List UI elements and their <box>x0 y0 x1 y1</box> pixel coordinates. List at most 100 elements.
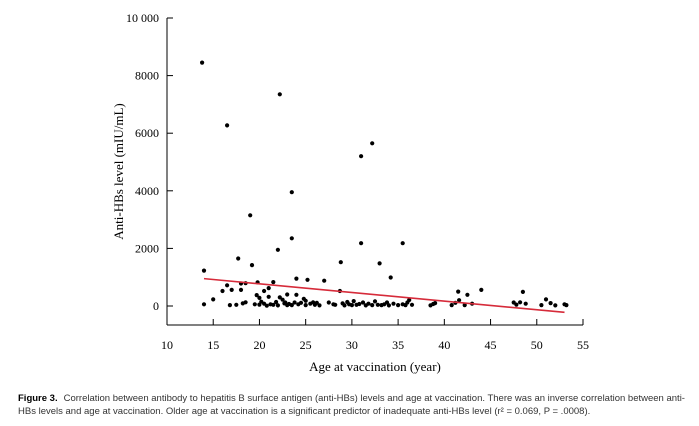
data-point <box>254 293 259 298</box>
caption-label: Figure 3. <box>18 393 58 404</box>
data-point <box>564 303 569 308</box>
data-point <box>543 297 549 302</box>
data-point <box>386 303 391 308</box>
data-point <box>514 302 519 307</box>
data-point <box>409 302 415 307</box>
data-point <box>200 60 205 65</box>
x-tick-label: 30 <box>346 338 358 352</box>
data-point <box>366 301 371 306</box>
data-point <box>456 289 461 294</box>
data-point <box>298 300 304 305</box>
y-tick-label: 0 <box>153 299 159 313</box>
data-point <box>553 303 558 308</box>
x-tick-label: 15 <box>207 338 219 352</box>
y-tick-label: 10 000 <box>126 11 159 25</box>
figure-caption: Figure 3. Correlation between antibody to… <box>18 392 688 418</box>
data-point <box>252 302 257 307</box>
y-axis-title: Anti-HBs level (mIU/mL) <box>111 103 126 239</box>
axes: 0 2000 4000 6000 8000 10 000 10 15 20 25 30 35 40 45 5… <box>126 11 589 352</box>
data-point <box>249 263 255 268</box>
data-point <box>375 302 380 307</box>
data-point <box>370 303 375 308</box>
x-tick-label: 45 <box>485 338 497 352</box>
data-point <box>433 301 438 306</box>
x-tick-label: 50 <box>531 338 543 352</box>
y-tick-label: 4000 <box>135 184 159 198</box>
data-point <box>349 303 354 308</box>
data-point <box>359 241 364 246</box>
x-axis-title: Age at vaccination (year) <box>309 359 441 374</box>
data-point <box>360 300 366 305</box>
data-point <box>465 292 470 297</box>
data-point <box>275 303 280 308</box>
data-point <box>211 297 216 302</box>
data-point <box>277 295 282 300</box>
data-point <box>407 297 412 303</box>
data-point <box>274 299 279 305</box>
data-point <box>264 303 269 308</box>
data-point <box>377 261 382 266</box>
data-point <box>271 302 276 307</box>
data-point <box>396 303 401 308</box>
y-tick-label: 6000 <box>135 126 159 140</box>
x-tick-label: 40 <box>438 338 450 352</box>
data-point <box>266 294 271 299</box>
data-point <box>257 295 262 300</box>
data-point <box>225 123 230 128</box>
trend-line <box>203 277 565 314</box>
data-point <box>449 303 454 308</box>
data-point <box>314 300 319 305</box>
data-point <box>289 190 294 195</box>
x-tick-label: 35 <box>392 338 404 352</box>
y-tick-label: 8000 <box>135 69 159 83</box>
data-point <box>400 241 405 246</box>
data-point <box>457 298 462 303</box>
data-point <box>266 286 271 291</box>
data-point <box>292 300 297 305</box>
data-point <box>243 300 248 305</box>
data-point <box>289 236 294 241</box>
data-point <box>294 276 299 281</box>
data-point <box>357 301 362 307</box>
data-point <box>359 154 364 159</box>
data-point <box>201 268 207 273</box>
data-point <box>322 278 327 283</box>
data-point <box>248 213 253 218</box>
data-point <box>523 301 528 306</box>
data-point <box>479 287 484 292</box>
caption-text: Correlation between antibody to hepatiti… <box>18 393 685 417</box>
data-point <box>305 277 310 282</box>
x-tick-label: 10 <box>161 338 173 352</box>
data-point <box>280 297 285 302</box>
data-point <box>227 303 232 308</box>
data-point <box>338 260 343 265</box>
data-point <box>372 299 378 304</box>
data-point <box>229 287 234 292</box>
data-point <box>370 141 375 146</box>
data-point <box>303 298 308 303</box>
data-point <box>351 299 356 304</box>
data-point <box>548 301 553 306</box>
data-point <box>262 288 267 294</box>
data-point <box>326 300 331 305</box>
trend-line-group <box>203 277 565 314</box>
x-tick-label: 25 <box>300 338 312 352</box>
data-point <box>277 92 282 97</box>
data-points <box>200 60 569 308</box>
y-tick-label: 2000 <box>135 241 159 255</box>
data-point <box>462 303 467 308</box>
data-point <box>391 301 396 306</box>
data-point <box>289 303 294 308</box>
data-point <box>236 256 241 261</box>
data-point <box>520 289 526 294</box>
data-point <box>518 300 523 305</box>
data-point <box>333 302 338 307</box>
data-point <box>238 287 244 292</box>
data-point <box>317 303 322 308</box>
data-point <box>201 302 207 307</box>
data-point <box>388 275 393 280</box>
data-point <box>285 292 290 297</box>
data-point <box>342 303 347 308</box>
